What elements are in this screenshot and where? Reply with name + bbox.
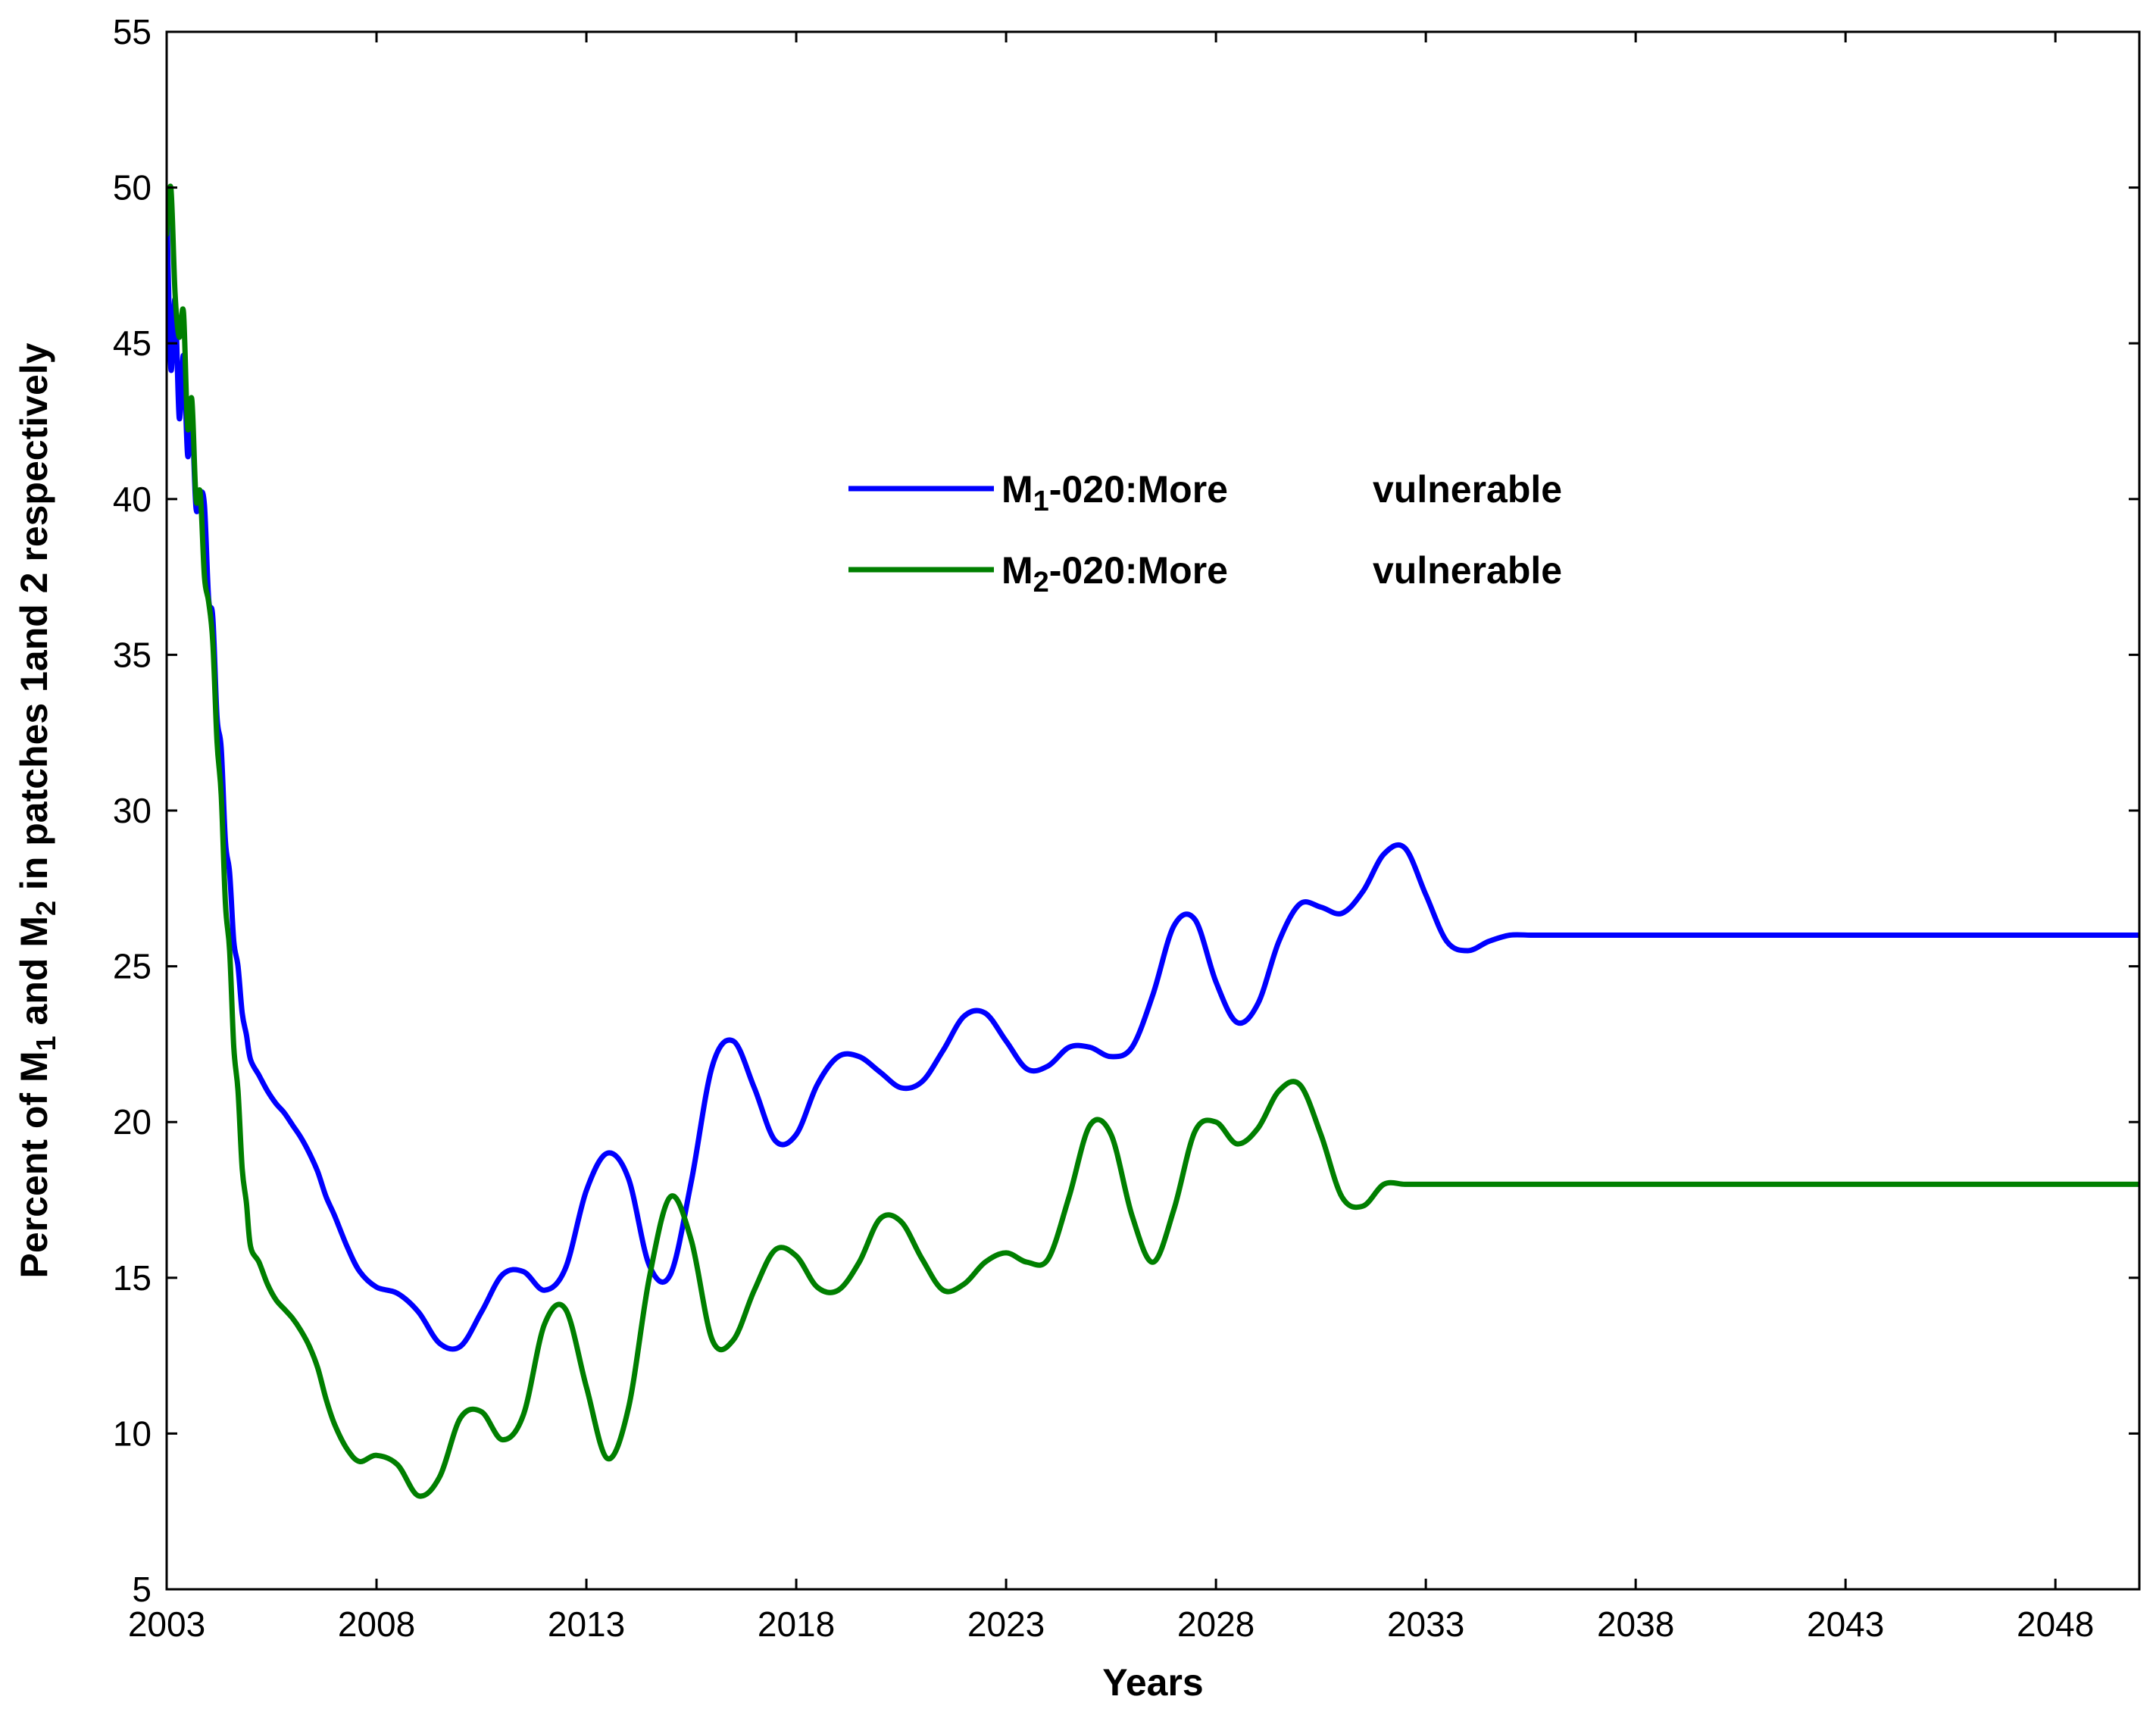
y-tick-label: 10 <box>113 1414 152 1453</box>
x-tick-label: 2028 <box>1177 1604 1255 1644</box>
tick-layer: 2003 2008 2013 2018 2023 2028 2033 2038 2043 2048… <box>113 12 2139 1644</box>
x-tick-label: 2008 <box>338 1604 415 1644</box>
legend-label-base: M <box>1001 549 1033 592</box>
x-axis-title: Years <box>1102 1661 1203 1704</box>
y-tick-label: 40 <box>113 480 152 519</box>
y-axis-title-part: in patches 1and 2 respectively <box>13 342 55 901</box>
x-tick-label: 2018 <box>758 1604 835 1644</box>
y-axis-title-part: and M <box>13 916 55 1036</box>
y-axis-title-part: 2 <box>30 901 61 916</box>
legend-label-sub: 2 <box>1033 567 1049 598</box>
y-axis-title-part: Percent of M <box>13 1051 55 1278</box>
y-tick-label: 15 <box>113 1258 152 1298</box>
x-tick-label: 2003 <box>128 1604 205 1644</box>
series-line-2 <box>167 183 2139 1499</box>
y-tick-label: 30 <box>113 791 152 830</box>
y-axis-title: Percent of M1 and M2 in patches 1and 2 r… <box>13 342 61 1278</box>
y-tick-label: 25 <box>113 947 152 986</box>
legend-label-2: M2-020:More <box>1001 549 1228 598</box>
x-tick-label: 2023 <box>967 1604 1045 1644</box>
y-axis-title-part: 1 <box>30 1036 61 1051</box>
legend-label-base: M <box>1001 468 1033 511</box>
legend-label-sub: 1 <box>1033 486 1049 517</box>
legend-label-2-word: vulnerable <box>1373 549 1562 592</box>
y-tick-label: 35 <box>113 635 152 674</box>
y-tick-label: 5 <box>132 1570 152 1609</box>
y-tick-label: 45 <box>113 323 152 363</box>
x-tick-label: 2048 <box>2017 1604 2094 1644</box>
x-tick-label: 2013 <box>548 1604 625 1644</box>
series-line-1 <box>167 191 2139 1352</box>
x-tick-label: 2033 <box>1387 1604 1464 1644</box>
y-tick-label: 50 <box>113 168 152 208</box>
legend-label-rest: -020:More <box>1049 468 1228 511</box>
x-tick-label: 2038 <box>1597 1604 1674 1644</box>
legend-label-1-word: vulnerable <box>1373 468 1562 511</box>
x-tick-label: 2043 <box>1807 1604 1884 1644</box>
y-tick-label: 55 <box>113 12 152 52</box>
series-layer <box>167 183 2139 1499</box>
legend-label-1: M1-020:More <box>1001 468 1228 517</box>
legend-label-rest: -020:More <box>1049 549 1228 592</box>
y-tick-label: 20 <box>113 1102 152 1142</box>
